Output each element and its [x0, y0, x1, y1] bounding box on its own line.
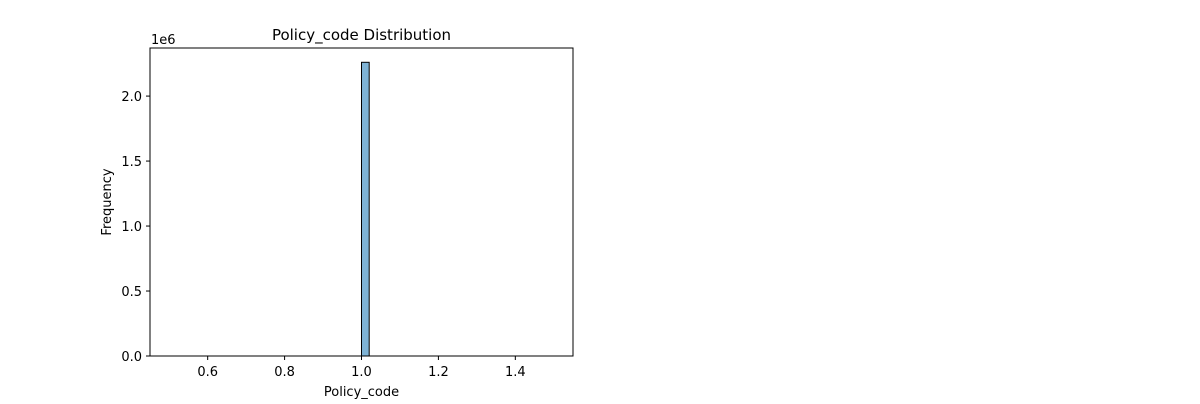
y-tick-label-4: 2.0 — [121, 90, 142, 105]
y-tick-label-1: 0.5 — [121, 285, 142, 300]
x-tick-label-2: 1.0 — [351, 365, 372, 380]
y-tick-label-3: 1.5 — [121, 155, 142, 170]
chart-title: Policy_code Distribution — [272, 26, 451, 45]
y-axis-label: Frequency — [100, 168, 115, 235]
x-tick-label-3: 1.2 — [428, 365, 449, 380]
y-tick-label-2: 1.0 — [121, 220, 142, 235]
x-tick-label-1: 0.8 — [274, 365, 295, 380]
x-axis-label: Policy_code — [324, 385, 399, 400]
x-tick-label-4: 1.4 — [505, 365, 526, 380]
y-tick-label-0: 0.0 — [121, 350, 142, 365]
x-tick-label-0: 0.6 — [197, 365, 218, 380]
y-axis-ticks: 0.0 0.5 1.0 1.5 2.0 — [121, 90, 150, 365]
histogram-bar-0 — [361, 61, 370, 357]
bars-layer — [361, 61, 370, 357]
y-axis-offset-label: 1e6 — [151, 33, 176, 48]
x-axis-ticks: 0.6 0.8 1.0 1.2 1.4 — [197, 356, 526, 380]
plot-frame — [149, 47, 574, 357]
